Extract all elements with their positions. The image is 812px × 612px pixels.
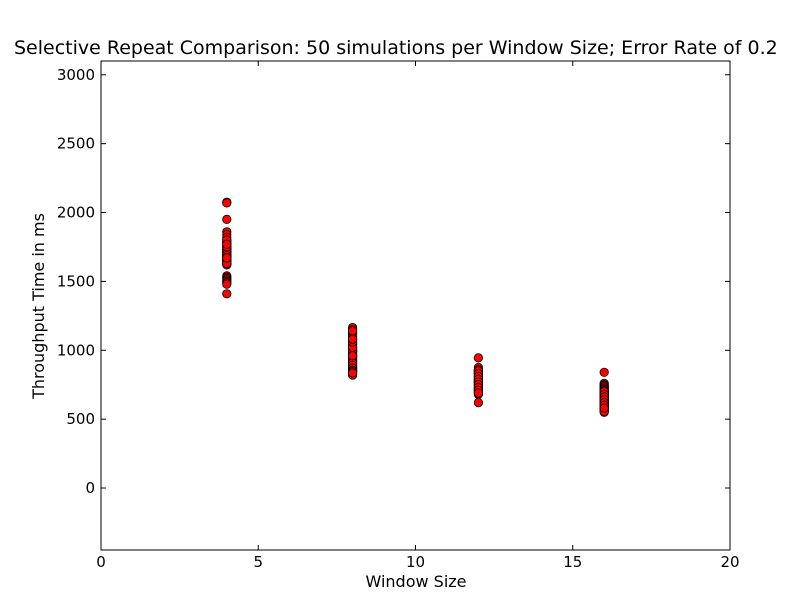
data-point xyxy=(222,289,232,299)
data-point xyxy=(222,198,232,208)
data-point xyxy=(347,368,358,378)
data-point xyxy=(473,388,483,398)
y-tick-label: 500 xyxy=(66,410,95,428)
data-point xyxy=(473,398,483,408)
x-tick-label: 10 xyxy=(406,553,425,571)
y-tick-label: 0 xyxy=(85,479,95,497)
data-point xyxy=(347,326,358,336)
y-tick-label: 3000 xyxy=(57,66,95,84)
chart-title: Selective Repeat Comparison: 50 simulati… xyxy=(14,37,778,59)
x-tick-label: 20 xyxy=(720,553,739,571)
x-tick-label: 15 xyxy=(563,553,582,571)
data-point xyxy=(222,214,232,225)
plot-area xyxy=(100,60,731,551)
x-axis-label: Window Size xyxy=(365,572,466,591)
data-point xyxy=(347,351,358,361)
y-tick-label: 1500 xyxy=(57,272,95,290)
y-axis-label: Throughput Time in ms xyxy=(29,213,48,400)
y-tick-label: 2500 xyxy=(57,135,95,153)
x-tick-label: 0 xyxy=(96,553,106,571)
data-point xyxy=(222,239,232,249)
data-points xyxy=(222,197,609,417)
y-axis: 0 500 1000 1500 2000 2500 3000 xyxy=(57,66,730,497)
data-point xyxy=(222,253,232,263)
y-tick-label: 2000 xyxy=(57,204,95,222)
data-point xyxy=(599,403,609,413)
x-tick-label: 5 xyxy=(253,553,263,571)
data-point xyxy=(473,353,483,363)
data-point xyxy=(347,334,358,344)
data-point xyxy=(222,279,232,289)
x-axis: 0 5 10 15 20 xyxy=(96,61,740,571)
data-point xyxy=(599,367,609,377)
y-tick-label: 1000 xyxy=(57,341,95,359)
